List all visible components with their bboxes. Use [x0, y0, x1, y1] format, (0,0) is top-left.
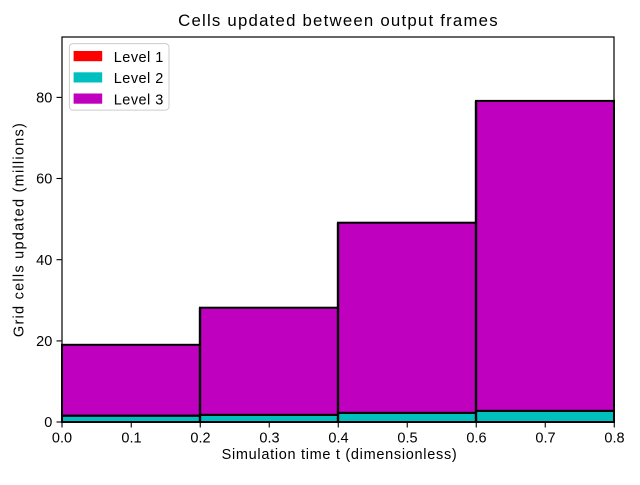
svg-text:0.5: 0.5 — [397, 430, 417, 446]
svg-text:Level 3: Level 3 — [114, 92, 164, 108]
svg-text:Level 2: Level 2 — [114, 71, 164, 87]
svg-text:0.7: 0.7 — [535, 430, 555, 446]
svg-text:60: 60 — [36, 172, 52, 188]
svg-text:0.3: 0.3 — [259, 430, 279, 446]
svg-text:0.4: 0.4 — [328, 430, 348, 446]
svg-text:0.0: 0.0 — [52, 430, 72, 446]
svg-text:Grid cells updated (millions): Grid cells updated (millions) — [12, 122, 28, 337]
svg-text:0.8: 0.8 — [604, 430, 624, 446]
svg-text:0.6: 0.6 — [466, 430, 486, 446]
svg-text:0.1: 0.1 — [121, 430, 141, 446]
svg-text:40: 40 — [36, 253, 52, 269]
svg-text:80: 80 — [36, 91, 52, 107]
svg-text:Simulation time t (dimensionle: Simulation time t (dimensionless) — [222, 447, 458, 463]
svg-text:20: 20 — [36, 334, 52, 350]
svg-text:Cells updated between output f: Cells updated between output frames — [178, 11, 499, 30]
svg-text:0.2: 0.2 — [190, 430, 210, 446]
svg-text:0: 0 — [44, 415, 52, 431]
svg-text:Level 1: Level 1 — [114, 50, 164, 66]
